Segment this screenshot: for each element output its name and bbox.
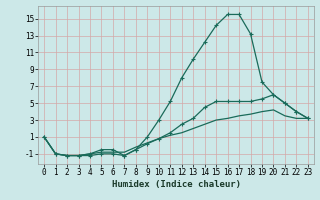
X-axis label: Humidex (Indice chaleur): Humidex (Indice chaleur) <box>111 180 241 189</box>
